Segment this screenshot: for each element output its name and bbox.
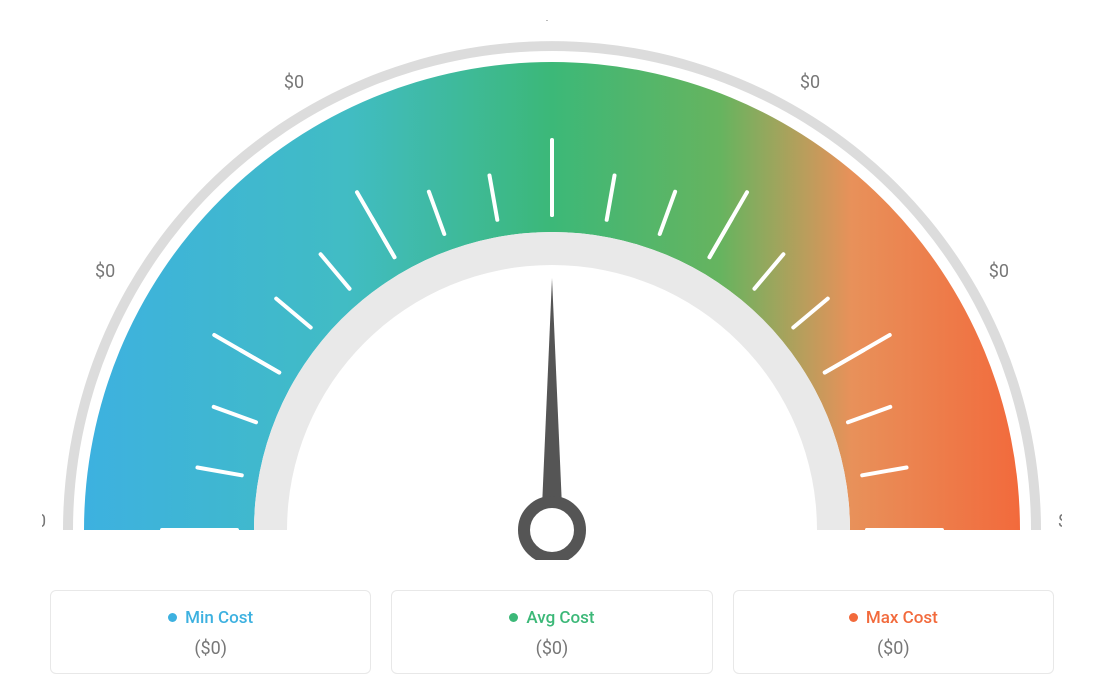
- legend-avg-value: ($0): [404, 638, 699, 659]
- svg-text:$0: $0: [284, 72, 304, 93]
- legend-max-label: Max Cost: [866, 608, 938, 628]
- gauge-svg: $0 $0 $0 $0 $0 $0 $0: [42, 20, 1062, 560]
- legend-card-max: Max Cost ($0): [733, 590, 1054, 674]
- legend-card-avg: Avg Cost ($0): [391, 590, 712, 674]
- legend-max-value: ($0): [746, 638, 1041, 659]
- svg-text:$0: $0: [800, 72, 820, 93]
- legend-min-value: ($0): [63, 638, 358, 659]
- gauge-chart: $0 $0 $0 $0 $0 $0 $0: [20, 20, 1084, 560]
- svg-text:$0: $0: [42, 511, 46, 532]
- legend-row: Min Cost ($0) Avg Cost ($0) Max Cost ($0…: [20, 590, 1084, 674]
- legend-avg-label: Avg Cost: [526, 608, 594, 628]
- svg-text:$0: $0: [1058, 511, 1062, 532]
- dot-icon: [168, 613, 177, 622]
- dot-icon: [849, 613, 858, 622]
- dot-icon: [509, 613, 518, 622]
- svg-text:$0: $0: [989, 261, 1009, 282]
- legend-card-min: Min Cost ($0): [50, 590, 371, 674]
- legend-min-label: Min Cost: [185, 608, 253, 628]
- svg-text:$0: $0: [542, 20, 562, 24]
- svg-text:$0: $0: [95, 261, 115, 282]
